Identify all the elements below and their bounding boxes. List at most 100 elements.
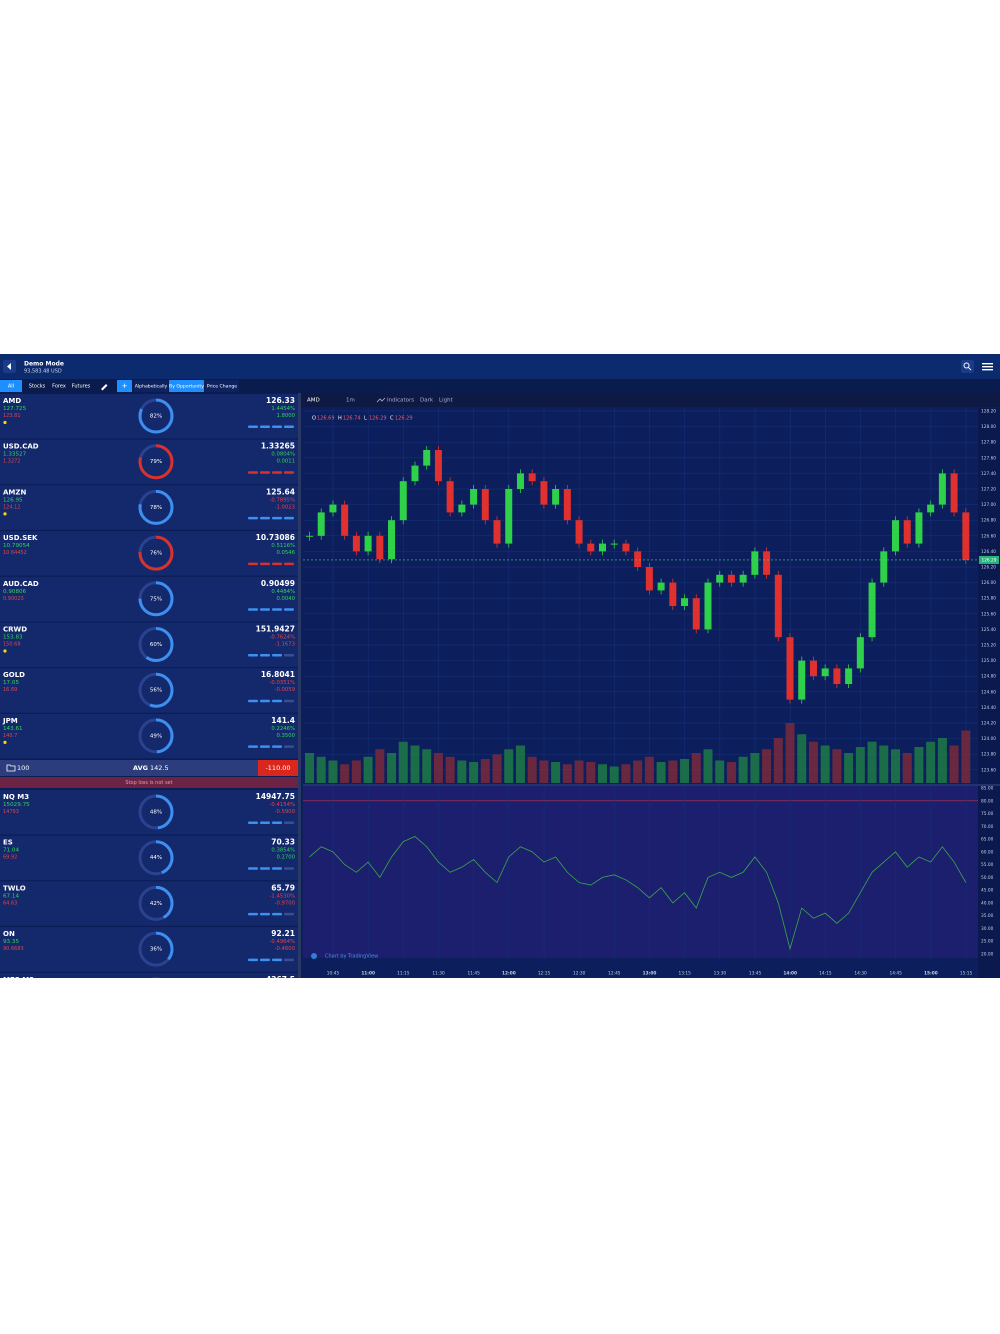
position-bar[interactable]: 100 AVG 142.5 -110.00 Stop loss is not set xyxy=(0,760,298,788)
avg-price: 142.5 xyxy=(150,764,169,772)
volume-bar xyxy=(902,753,912,783)
day-high: 0.90806 xyxy=(3,589,27,595)
price-tick-label: 127.20 xyxy=(981,487,996,493)
time-label: 14:15 xyxy=(819,971,832,977)
price-tick-label: 126.20 xyxy=(981,565,996,571)
candle xyxy=(329,504,337,513)
candle xyxy=(657,582,665,591)
percent-change: -0.7624% xyxy=(270,635,295,641)
sort-tab[interactable]: By Opportunity xyxy=(169,384,204,390)
time-label: 14:45 xyxy=(890,971,903,977)
volume-bar xyxy=(340,764,350,783)
symbol: AUD.CAD xyxy=(3,580,39,588)
day-low: 124.12 xyxy=(3,504,21,510)
volume-bar xyxy=(914,747,924,783)
marker xyxy=(3,512,7,516)
strength-dash xyxy=(260,745,270,748)
time-label: 12:30 xyxy=(573,971,586,977)
score-label: 48% xyxy=(150,810,162,816)
day-low: 16.69 xyxy=(3,687,17,693)
candle xyxy=(563,489,571,521)
edit-icon[interactable] xyxy=(101,384,108,391)
oscillator-tick-label: 45.00 xyxy=(981,888,994,894)
sort-tab[interactable]: Price Change xyxy=(207,384,237,390)
score-ring xyxy=(138,581,174,617)
volume-bar xyxy=(762,749,772,783)
add-button[interactable] xyxy=(117,380,132,392)
day-high: 10.79054 xyxy=(3,543,30,549)
strength-dash xyxy=(248,654,258,657)
attribution[interactable]: Chart by TradingView xyxy=(325,954,378,960)
sort-tab-bg[interactable] xyxy=(205,380,239,392)
price-tick-label: 128.20 xyxy=(981,409,996,415)
oscillator-tick-label: 75.00 xyxy=(981,811,994,817)
tab[interactable]: Stocks xyxy=(29,384,46,390)
ohlc-key: H xyxy=(338,416,342,422)
sort-tab-bg[interactable] xyxy=(134,380,168,392)
chart-interval[interactable]: 1m xyxy=(346,398,355,404)
tab[interactable]: All xyxy=(8,384,14,390)
volume-bar xyxy=(855,747,865,783)
price-tick-label: 123.60 xyxy=(981,767,996,773)
search-button[interactable] xyxy=(961,360,974,373)
sort-tab-bg[interactable] xyxy=(169,380,204,392)
candle xyxy=(493,520,501,544)
strength-dash xyxy=(272,912,282,916)
menu-button[interactable] xyxy=(982,363,993,371)
toolbar-button[interactable]: Light xyxy=(439,398,454,404)
tab[interactable]: Forex xyxy=(52,384,66,390)
price-change: 0.0546 xyxy=(276,550,295,556)
volume-bar xyxy=(668,760,678,783)
price: 65.79 xyxy=(271,883,295,892)
symbol: NQ M3 xyxy=(3,793,29,801)
strength-dash xyxy=(284,471,294,474)
price-change: -0.9700 xyxy=(275,900,296,906)
toolbar-button[interactable]: Dark xyxy=(420,398,434,404)
strength-dash xyxy=(284,608,294,611)
strength-dash xyxy=(248,425,258,428)
watchlist-row[interactable]: MES M3 4267.5 xyxy=(0,972,298,1018)
strength-dash xyxy=(272,958,282,962)
volume-bar xyxy=(750,753,760,783)
percent-change: -0.0351% xyxy=(270,680,295,686)
candle xyxy=(821,668,829,677)
tab[interactable]: Futures xyxy=(72,384,91,390)
strength-dash xyxy=(248,562,258,566)
day-low: 10.64452 xyxy=(3,550,27,556)
toolbar-button[interactable]: Indicators xyxy=(387,398,414,404)
percent-change: 0.2246% xyxy=(271,726,295,732)
symbol: AMD xyxy=(3,397,21,405)
strength-dash xyxy=(272,821,282,824)
time-label: 15:00 xyxy=(924,971,938,977)
strength-dash xyxy=(272,699,282,703)
price-change: 0.0011 xyxy=(276,459,295,465)
price-chart: AMD 1m Indicators Dark Light 123.60 123.80 124.… xyxy=(301,393,1000,978)
tab-active xyxy=(0,380,22,392)
candle xyxy=(458,504,466,513)
time-label: 13:00 xyxy=(643,971,657,977)
volume-bar xyxy=(445,756,455,783)
oscillator-tick-label: 35.00 xyxy=(981,913,994,919)
score-label: 78% xyxy=(150,505,162,511)
volume-bar xyxy=(480,759,490,783)
candle xyxy=(809,660,817,677)
sort-tab[interactable]: Alphabetically xyxy=(135,384,168,390)
candle xyxy=(505,489,513,544)
volume-bar xyxy=(351,760,361,783)
volume-bar xyxy=(363,756,373,783)
candle xyxy=(763,551,771,575)
strength-dash xyxy=(248,821,258,824)
strength-dash xyxy=(272,562,282,566)
